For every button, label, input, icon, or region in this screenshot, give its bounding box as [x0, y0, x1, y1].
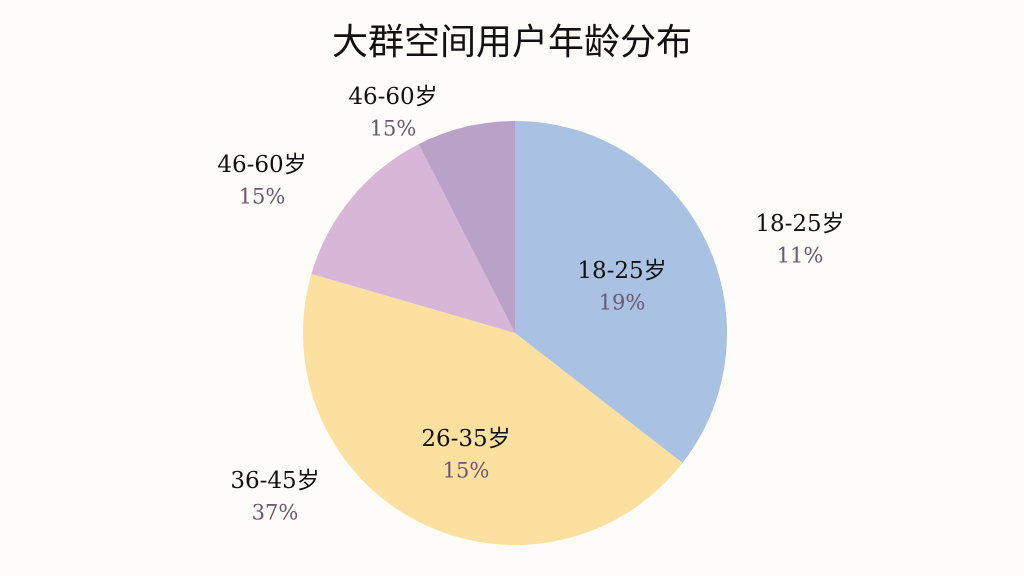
pie-slice: [418, 121, 515, 333]
slice-percent: 19%: [599, 291, 646, 315]
slice-percent: 11%: [777, 244, 824, 268]
pie-slice: [311, 144, 515, 333]
chart-title: 大群空间用户年龄分布: [332, 22, 692, 63]
pie-slice: [515, 121, 728, 463]
slice-percent: 15%: [239, 185, 286, 209]
slice-percent: 15%: [370, 117, 417, 141]
slice-label: 46-60岁: [217, 152, 306, 178]
pie-slice: [302, 273, 683, 546]
slice-label: 46-60岁: [348, 84, 437, 110]
slice-percent: 37%: [252, 501, 299, 525]
slice-label: 36-45岁: [230, 468, 319, 494]
slice-label: 18-25岁: [577, 258, 666, 284]
slice-label: 18-25岁: [755, 211, 844, 237]
slice-percent: 15%: [443, 459, 490, 483]
slice-label: 26-35岁: [421, 426, 510, 452]
